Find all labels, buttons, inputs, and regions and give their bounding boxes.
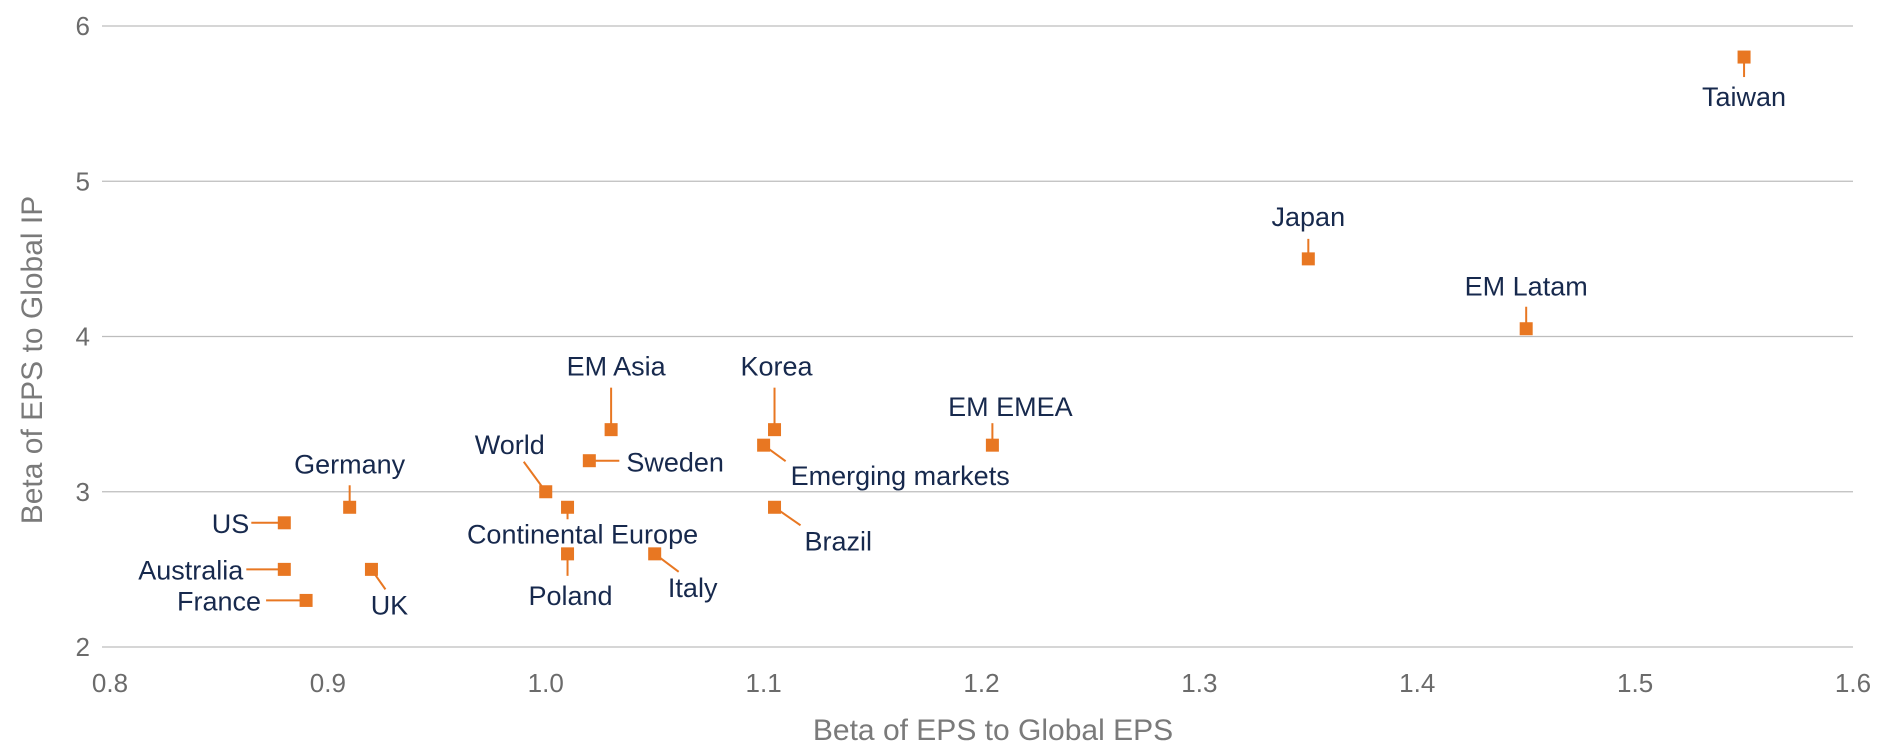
point-label: Japan [1272, 202, 1346, 232]
x-axis-title: Beta of EPS to Global EPS [813, 714, 1173, 747]
point-label: Poland [528, 581, 612, 611]
point-label: EM Latam [1465, 272, 1588, 302]
point-marker [1519, 322, 1533, 336]
y-tick-label: 3 [76, 477, 90, 507]
y-tick-label: 5 [76, 166, 90, 196]
point-label: Germany [294, 449, 406, 479]
x-tick-label: 1.4 [1399, 668, 1435, 698]
x-tick-label: 1.2 [963, 668, 999, 698]
y-tick-label: 2 [76, 632, 90, 662]
point-marker [648, 547, 662, 561]
point-label: France [177, 586, 261, 616]
point-marker [582, 454, 596, 468]
point-marker [768, 423, 782, 437]
data-point: Poland [528, 547, 613, 611]
point-label: Taiwan [1702, 82, 1786, 112]
data-point: EM EMEA [948, 392, 1073, 452]
x-tick-label: 1.5 [1617, 668, 1653, 698]
data-point: EM Latam [1465, 272, 1588, 336]
point-label: Continental Europe [467, 519, 698, 549]
x-tick-label: 1.6 [1835, 668, 1871, 698]
x-axis-ticks: 0.8 0.9 1.0 1.1 1.2 1.3 1.4 1.5 1.6 [92, 668, 1871, 698]
data-point: US [212, 509, 291, 539]
x-tick-label: 1.3 [1181, 668, 1217, 698]
data-point: Australia [138, 555, 291, 585]
point-marker [1301, 252, 1315, 266]
point-marker [299, 593, 313, 607]
point-marker [985, 438, 999, 452]
point-marker [561, 547, 575, 561]
x-tick-label: 0.9 [310, 668, 346, 698]
point-marker [561, 500, 575, 514]
data-point: World [475, 430, 553, 499]
point-marker [768, 500, 782, 514]
point-label: EM Asia [567, 352, 667, 382]
point-marker [539, 485, 553, 499]
x-tick-label: 1.0 [528, 668, 564, 698]
data-point: EM Asia [567, 352, 667, 437]
data-point: Emerging markets [757, 438, 1010, 491]
data-point: France [177, 586, 313, 616]
point-label: Emerging markets [791, 461, 1010, 491]
y-axis-ticks: 2 3 4 5 6 [76, 11, 90, 662]
data-point: Brazil [768, 500, 873, 556]
data-point: Korea [740, 352, 814, 437]
y-tick-label: 6 [76, 11, 90, 41]
point-label: Sweden [626, 448, 724, 478]
data-point: Sweden [582, 448, 724, 478]
data-points: Taiwan Japan EM Latam EM Asia Korea EM EMEA Wo… [138, 50, 1786, 620]
data-point: Taiwan [1702, 50, 1786, 112]
x-tick-label: 1.1 [746, 668, 782, 698]
data-point: Germany [294, 449, 406, 514]
point-marker [757, 438, 771, 452]
data-point: Continental Europe [467, 500, 698, 549]
point-label: Brazil [805, 526, 873, 556]
point-label: Korea [740, 352, 813, 382]
point-marker [277, 516, 291, 530]
y-tick-label: 4 [76, 322, 90, 352]
point-marker [343, 500, 357, 514]
point-label: World [475, 430, 545, 460]
point-label: Australia [138, 555, 244, 585]
data-point: UK [364, 562, 409, 620]
point-label: Italy [668, 573, 718, 603]
gridlines [102, 25, 1853, 648]
data-point: Japan [1272, 202, 1346, 266]
point-marker [364, 562, 378, 576]
x-tick-label: 0.8 [92, 668, 128, 698]
point-label: EM EMEA [948, 392, 1073, 422]
y-axis-title: Beta of EPS to Global IP [16, 196, 49, 525]
point-marker [1737, 50, 1751, 64]
point-label: US [212, 509, 250, 539]
point-marker [277, 562, 291, 576]
point-marker [604, 423, 618, 437]
data-point: Italy [648, 547, 718, 603]
point-label: UK [371, 590, 409, 620]
